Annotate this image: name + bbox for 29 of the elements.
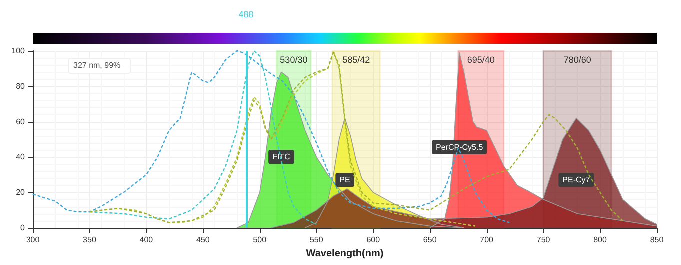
band-label: 530/30 [280,54,308,65]
x-tick-label: 300 [26,236,40,244]
x-tick-label: 400 [140,236,154,244]
annotation: 327 nm, 99% [74,61,121,70]
x-tick-label: 800 [594,236,608,244]
series-label: FITC [272,152,291,162]
x-tick-label: 350 [83,236,97,244]
x-tick-label: 850 [650,236,664,244]
series-label: PerCP-Cy5.5 [436,142,484,152]
x-tick-label: 650 [423,236,438,244]
band-label: 780/60 [564,54,592,65]
x-tick-label: 500 [253,236,268,244]
ref-line-label: 488 [238,10,254,20]
y-tick-label: 60 [16,117,26,126]
series-label: PE-Cy7 [562,176,591,185]
series-label: PE [340,176,350,185]
y-tick-label: 20 [16,188,26,198]
band-label: 585/42 [342,54,370,65]
x-tick-label: 550 [310,236,324,244]
x-tick-label: 600 [366,236,381,244]
x-tick-label: 700 [480,236,494,244]
x-tick-label: 450 [196,236,210,244]
x-tick-label: 750 [536,236,551,244]
y-tick-label: 0 [20,224,26,232]
band-label: 695/40 [467,54,495,65]
x-axis-title: Wavelength(nm) [306,248,384,260]
y-tick-label: 100 [12,46,26,56]
y-tick-label: 80 [16,82,26,91]
y-tick-label: 40 [16,152,26,162]
